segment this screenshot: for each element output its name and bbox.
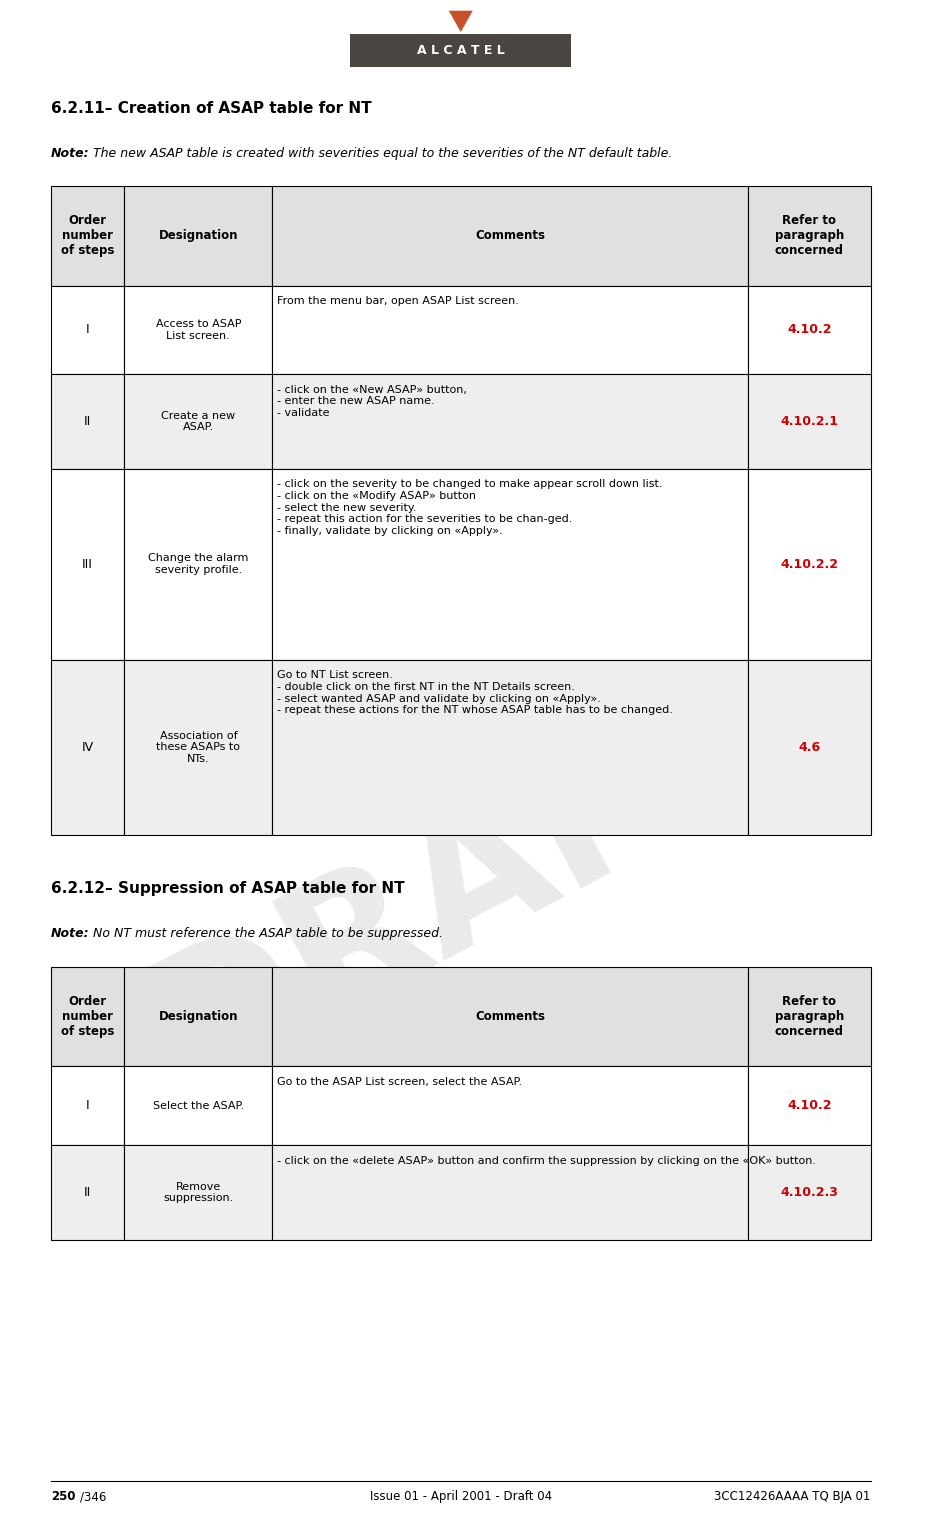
- Text: IV: IV: [81, 741, 94, 754]
- FancyBboxPatch shape: [272, 286, 748, 374]
- Text: 6.2.12– Suppression of ASAP table for NT: 6.2.12– Suppression of ASAP table for NT: [51, 881, 404, 896]
- Text: 4.10.2.3: 4.10.2.3: [780, 1186, 838, 1199]
- Text: I: I: [86, 1099, 89, 1112]
- FancyBboxPatch shape: [124, 286, 272, 374]
- FancyBboxPatch shape: [748, 469, 871, 660]
- FancyBboxPatch shape: [748, 1145, 871, 1240]
- FancyBboxPatch shape: [748, 186, 871, 286]
- Text: Remove
suppression.: Remove suppression.: [163, 1182, 234, 1203]
- Text: 4.10.2: 4.10.2: [787, 324, 831, 336]
- Text: Comments: Comments: [475, 1009, 545, 1023]
- FancyBboxPatch shape: [272, 660, 748, 835]
- Text: Go to NT List screen.
- double click on the first NT in the NT Details screen.
-: Go to NT List screen. - double click on …: [277, 670, 672, 715]
- FancyBboxPatch shape: [748, 286, 871, 374]
- Text: A L C A T E L: A L C A T E L: [417, 44, 505, 56]
- Text: Change the alarm
severity profile.: Change the alarm severity profile.: [148, 553, 248, 576]
- Text: 4.10.2.2: 4.10.2.2: [780, 557, 838, 571]
- Text: 4.10.2.1: 4.10.2.1: [780, 415, 838, 428]
- Text: Association of
these ASAPs to
NTs.: Association of these ASAPs to NTs.: [156, 731, 241, 764]
- Text: Order
number
of steps: Order number of steps: [61, 214, 115, 258]
- Text: 4.6: 4.6: [798, 741, 820, 754]
- FancyBboxPatch shape: [124, 967, 272, 1066]
- FancyBboxPatch shape: [124, 469, 272, 660]
- Text: II: II: [84, 415, 91, 428]
- Text: Go to the ASAP List screen, select the ASAP.: Go to the ASAP List screen, select the A…: [277, 1077, 522, 1087]
- FancyBboxPatch shape: [51, 1066, 124, 1145]
- FancyBboxPatch shape: [51, 186, 124, 286]
- Text: - click on the severity to be changed to make appear scroll down list.
- click o: - click on the severity to be changed to…: [277, 479, 662, 536]
- Text: II: II: [84, 1186, 91, 1199]
- FancyBboxPatch shape: [748, 967, 871, 1066]
- Text: 6.2.11– Creation of ASAP table for NT: 6.2.11– Creation of ASAP table for NT: [51, 101, 371, 116]
- FancyBboxPatch shape: [124, 1066, 272, 1145]
- Text: - click on the «delete ASAP» button and confirm the suppression by clicking on t: - click on the «delete ASAP» button and …: [277, 1156, 815, 1167]
- Text: 4.10.2: 4.10.2: [787, 1099, 831, 1112]
- FancyBboxPatch shape: [51, 1145, 124, 1240]
- FancyBboxPatch shape: [124, 374, 272, 469]
- FancyBboxPatch shape: [272, 1066, 748, 1145]
- FancyBboxPatch shape: [350, 34, 571, 67]
- Text: Note:: Note:: [51, 927, 89, 941]
- Text: I: I: [86, 324, 89, 336]
- Text: Order
number
of steps: Order number of steps: [61, 994, 115, 1038]
- Text: /346: /346: [80, 1490, 107, 1504]
- Text: Access to ASAP
List screen.: Access to ASAP List screen.: [155, 319, 241, 341]
- FancyBboxPatch shape: [272, 469, 748, 660]
- FancyBboxPatch shape: [272, 374, 748, 469]
- Text: Select the ASAP.: Select the ASAP.: [152, 1101, 244, 1110]
- FancyBboxPatch shape: [124, 186, 272, 286]
- Text: Issue 01 - April 2001 - Draft 04: Issue 01 - April 2001 - Draft 04: [369, 1490, 552, 1504]
- FancyBboxPatch shape: [272, 1145, 748, 1240]
- Text: III: III: [82, 557, 93, 571]
- FancyBboxPatch shape: [51, 660, 124, 835]
- Text: Designation: Designation: [158, 1009, 238, 1023]
- FancyBboxPatch shape: [748, 1066, 871, 1145]
- Text: 250: 250: [51, 1490, 75, 1504]
- Text: From the menu bar, open ASAP List screen.: From the menu bar, open ASAP List screen…: [277, 296, 519, 307]
- Text: Refer to
paragraph
concerned: Refer to paragraph concerned: [775, 214, 844, 258]
- FancyBboxPatch shape: [51, 286, 124, 374]
- Text: Note:: Note:: [51, 147, 89, 160]
- Text: No NT must reference the ASAP table to be suppressed.: No NT must reference the ASAP table to b…: [89, 927, 443, 941]
- FancyBboxPatch shape: [51, 469, 124, 660]
- Text: 3CC12426AAAA TQ BJA 01: 3CC12426AAAA TQ BJA 01: [714, 1490, 871, 1504]
- Text: Refer to
paragraph
concerned: Refer to paragraph concerned: [775, 994, 844, 1038]
- FancyBboxPatch shape: [272, 967, 748, 1066]
- FancyBboxPatch shape: [51, 967, 124, 1066]
- Text: DRAFT: DRAFT: [121, 649, 800, 1122]
- Polygon shape: [449, 11, 473, 32]
- FancyBboxPatch shape: [124, 1145, 272, 1240]
- Text: The new ASAP table is created with severities equal to the severities of the NT : The new ASAP table is created with sever…: [89, 147, 672, 160]
- Text: Create a new
ASAP.: Create a new ASAP.: [161, 411, 236, 432]
- Text: Comments: Comments: [475, 229, 545, 243]
- FancyBboxPatch shape: [124, 660, 272, 835]
- FancyBboxPatch shape: [748, 374, 871, 469]
- Text: Designation: Designation: [158, 229, 238, 243]
- FancyBboxPatch shape: [748, 660, 871, 835]
- FancyBboxPatch shape: [51, 374, 124, 469]
- FancyBboxPatch shape: [272, 186, 748, 286]
- Text: - click on the «New ASAP» button,
- enter the new ASAP name.
- validate: - click on the «New ASAP» button, - ente…: [277, 385, 467, 418]
